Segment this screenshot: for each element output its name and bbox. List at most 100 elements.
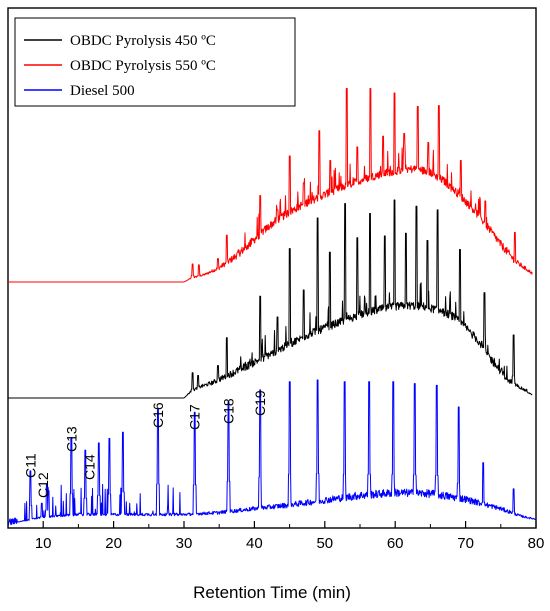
plot-frame — [7, 7, 537, 529]
peak-point — [194, 412, 196, 413]
series-line — [7, 379, 536, 527]
peak-point — [122, 431, 124, 433]
peak-point — [329, 251, 331, 253]
series-layer — [7, 88, 536, 527]
x-tick-label: 10 — [35, 535, 52, 552]
peak-point — [259, 295, 261, 297]
peak-point — [289, 248, 290, 250]
peak-point — [330, 160, 331, 161]
plot-border — [7, 7, 537, 529]
peak-point — [513, 488, 514, 490]
peak-point — [71, 437, 72, 438]
peak-point — [228, 401, 229, 402]
peak-point — [427, 142, 429, 143]
peak-point — [384, 235, 385, 237]
peak-point — [317, 217, 319, 219]
peak-point — [394, 92, 395, 94]
peak-point — [414, 383, 416, 384]
peak-point — [438, 105, 440, 106]
peak-point — [259, 389, 261, 391]
peak-point — [415, 205, 417, 207]
peak-point — [217, 258, 219, 259]
peak-point — [405, 232, 407, 234]
x-tick-label: 80 — [528, 535, 545, 552]
legend-entry: OBDC Pyrolysis 450 ºC — [70, 33, 216, 49]
peak-point — [370, 88, 371, 89]
x-tick-label: 30 — [176, 535, 193, 552]
peak-label: C12 — [35, 472, 51, 498]
peak-point — [369, 213, 371, 214]
peak-point — [259, 195, 261, 197]
peak-point — [303, 289, 305, 291]
peak-point — [404, 133, 405, 134]
x-tick-label: 40 — [246, 535, 263, 552]
peak-point — [356, 237, 358, 239]
peak-point — [226, 234, 228, 236]
peak-point — [482, 462, 484, 464]
peak-point — [41, 502, 43, 504]
peak-label: C16 — [150, 402, 166, 428]
peak-point — [484, 200, 486, 202]
peak-point — [344, 381, 345, 383]
legend-entry: Diesel 500 — [70, 83, 135, 99]
peak-point — [436, 385, 438, 386]
peak-point — [394, 199, 395, 201]
peak-label: C19 — [252, 390, 268, 416]
peak-point — [427, 240, 428, 241]
peak-point — [109, 438, 110, 439]
peak-point — [346, 88, 347, 89]
peak-point — [458, 406, 459, 408]
peak-label: C14 — [82, 454, 98, 480]
peak-point — [514, 232, 516, 233]
peak-point — [289, 381, 290, 383]
peak-point — [157, 409, 159, 411]
series-3 — [7, 379, 536, 527]
x-tick-label: 60 — [387, 535, 404, 552]
peak-point — [197, 375, 199, 376]
peak-point — [392, 381, 394, 383]
peak-point — [192, 372, 193, 374]
peak-label: C18 — [220, 398, 236, 424]
peak-point — [98, 442, 100, 444]
series-line — [7, 199, 533, 399]
peak-point — [226, 337, 228, 339]
legend-box — [14, 17, 296, 107]
peak-point — [217, 365, 219, 366]
series-line — [7, 88, 533, 283]
x-tick-label: 50 — [316, 535, 333, 552]
x-axis: 10 20 30 40 50 60 70 80 — [7, 521, 545, 552]
peak-point — [277, 209, 278, 211]
peak-point — [513, 334, 514, 336]
peak-point — [198, 264, 200, 266]
peak-point — [30, 470, 31, 472]
series-2 — [7, 88, 533, 283]
peak-point — [85, 449, 86, 451]
series-1 — [7, 199, 533, 399]
peak-point — [459, 249, 461, 250]
peak-point — [318, 130, 320, 132]
peak-point — [277, 316, 278, 318]
peak-point — [344, 203, 346, 205]
peak-point — [289, 155, 290, 157]
peak-label: C11 — [23, 453, 39, 478]
peak-point — [192, 263, 193, 265]
peak-point — [368, 381, 370, 383]
peak-point — [417, 106, 419, 107]
peak-point — [437, 209, 438, 211]
peak-point — [46, 484, 48, 485]
peak-label: C17 — [187, 404, 203, 430]
legend-entry: OBDC Pyrolysis 550 ºC — [70, 58, 216, 74]
peak-label: C13 — [63, 426, 79, 452]
x-tick-label: 70 — [457, 535, 474, 552]
peak-point — [356, 146, 358, 148]
peak-point — [460, 160, 462, 161]
x-tick-label: 20 — [105, 535, 122, 552]
legend: OBDC Pyrolysis 450 ºC OBDC Pyrolysis 550 … — [14, 17, 296, 107]
peak-point — [382, 135, 384, 137]
x-axis-title: Retention Time (min) — [193, 583, 351, 602]
peak-point — [484, 292, 485, 294]
peak-point — [317, 379, 319, 381]
peak-point — [303, 182, 305, 184]
